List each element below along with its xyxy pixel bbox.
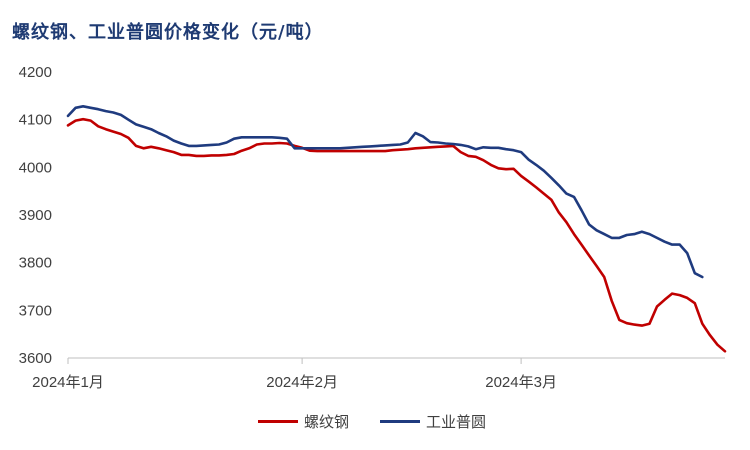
chart-title: 螺纹钢、工业普圆价格变化（元/吨） <box>12 22 324 43</box>
x-tick-label: 2024年3月 <box>485 374 557 391</box>
y-tick-label: 4200 <box>19 64 52 81</box>
legend-swatch-rebar <box>258 419 298 423</box>
legend-swatch-round-bar <box>380 419 420 423</box>
legend-item-round-bar[interactable]: 工业普圆 <box>380 406 486 436</box>
y-tick-label: 3600 <box>19 350 52 367</box>
y-tick-label: 3900 <box>19 207 52 224</box>
legend-item-rebar[interactable]: 螺纹钢 <box>258 406 349 436</box>
x-tick-label: 2024年2月 <box>266 374 338 391</box>
y-tick-label: 4100 <box>19 112 52 129</box>
legend: 螺纹钢 工业普圆 <box>0 406 750 436</box>
y-tick-label: 4000 <box>19 159 52 176</box>
y-tick-label: 3700 <box>19 302 52 319</box>
legend-label-round-bar: 工业普圆 <box>426 412 487 431</box>
series-line-rebar <box>66 117 727 353</box>
y-tick-label: 3800 <box>19 255 52 272</box>
legend-label-rebar: 螺纹钢 <box>304 412 350 431</box>
series-line-round-bar <box>66 105 704 279</box>
x-tick-label: 2024年1月 <box>32 374 104 391</box>
line-chart: 3600 3700 3800 3900 4000 4100 4200 2024年1月 2024年… <box>19 64 727 391</box>
